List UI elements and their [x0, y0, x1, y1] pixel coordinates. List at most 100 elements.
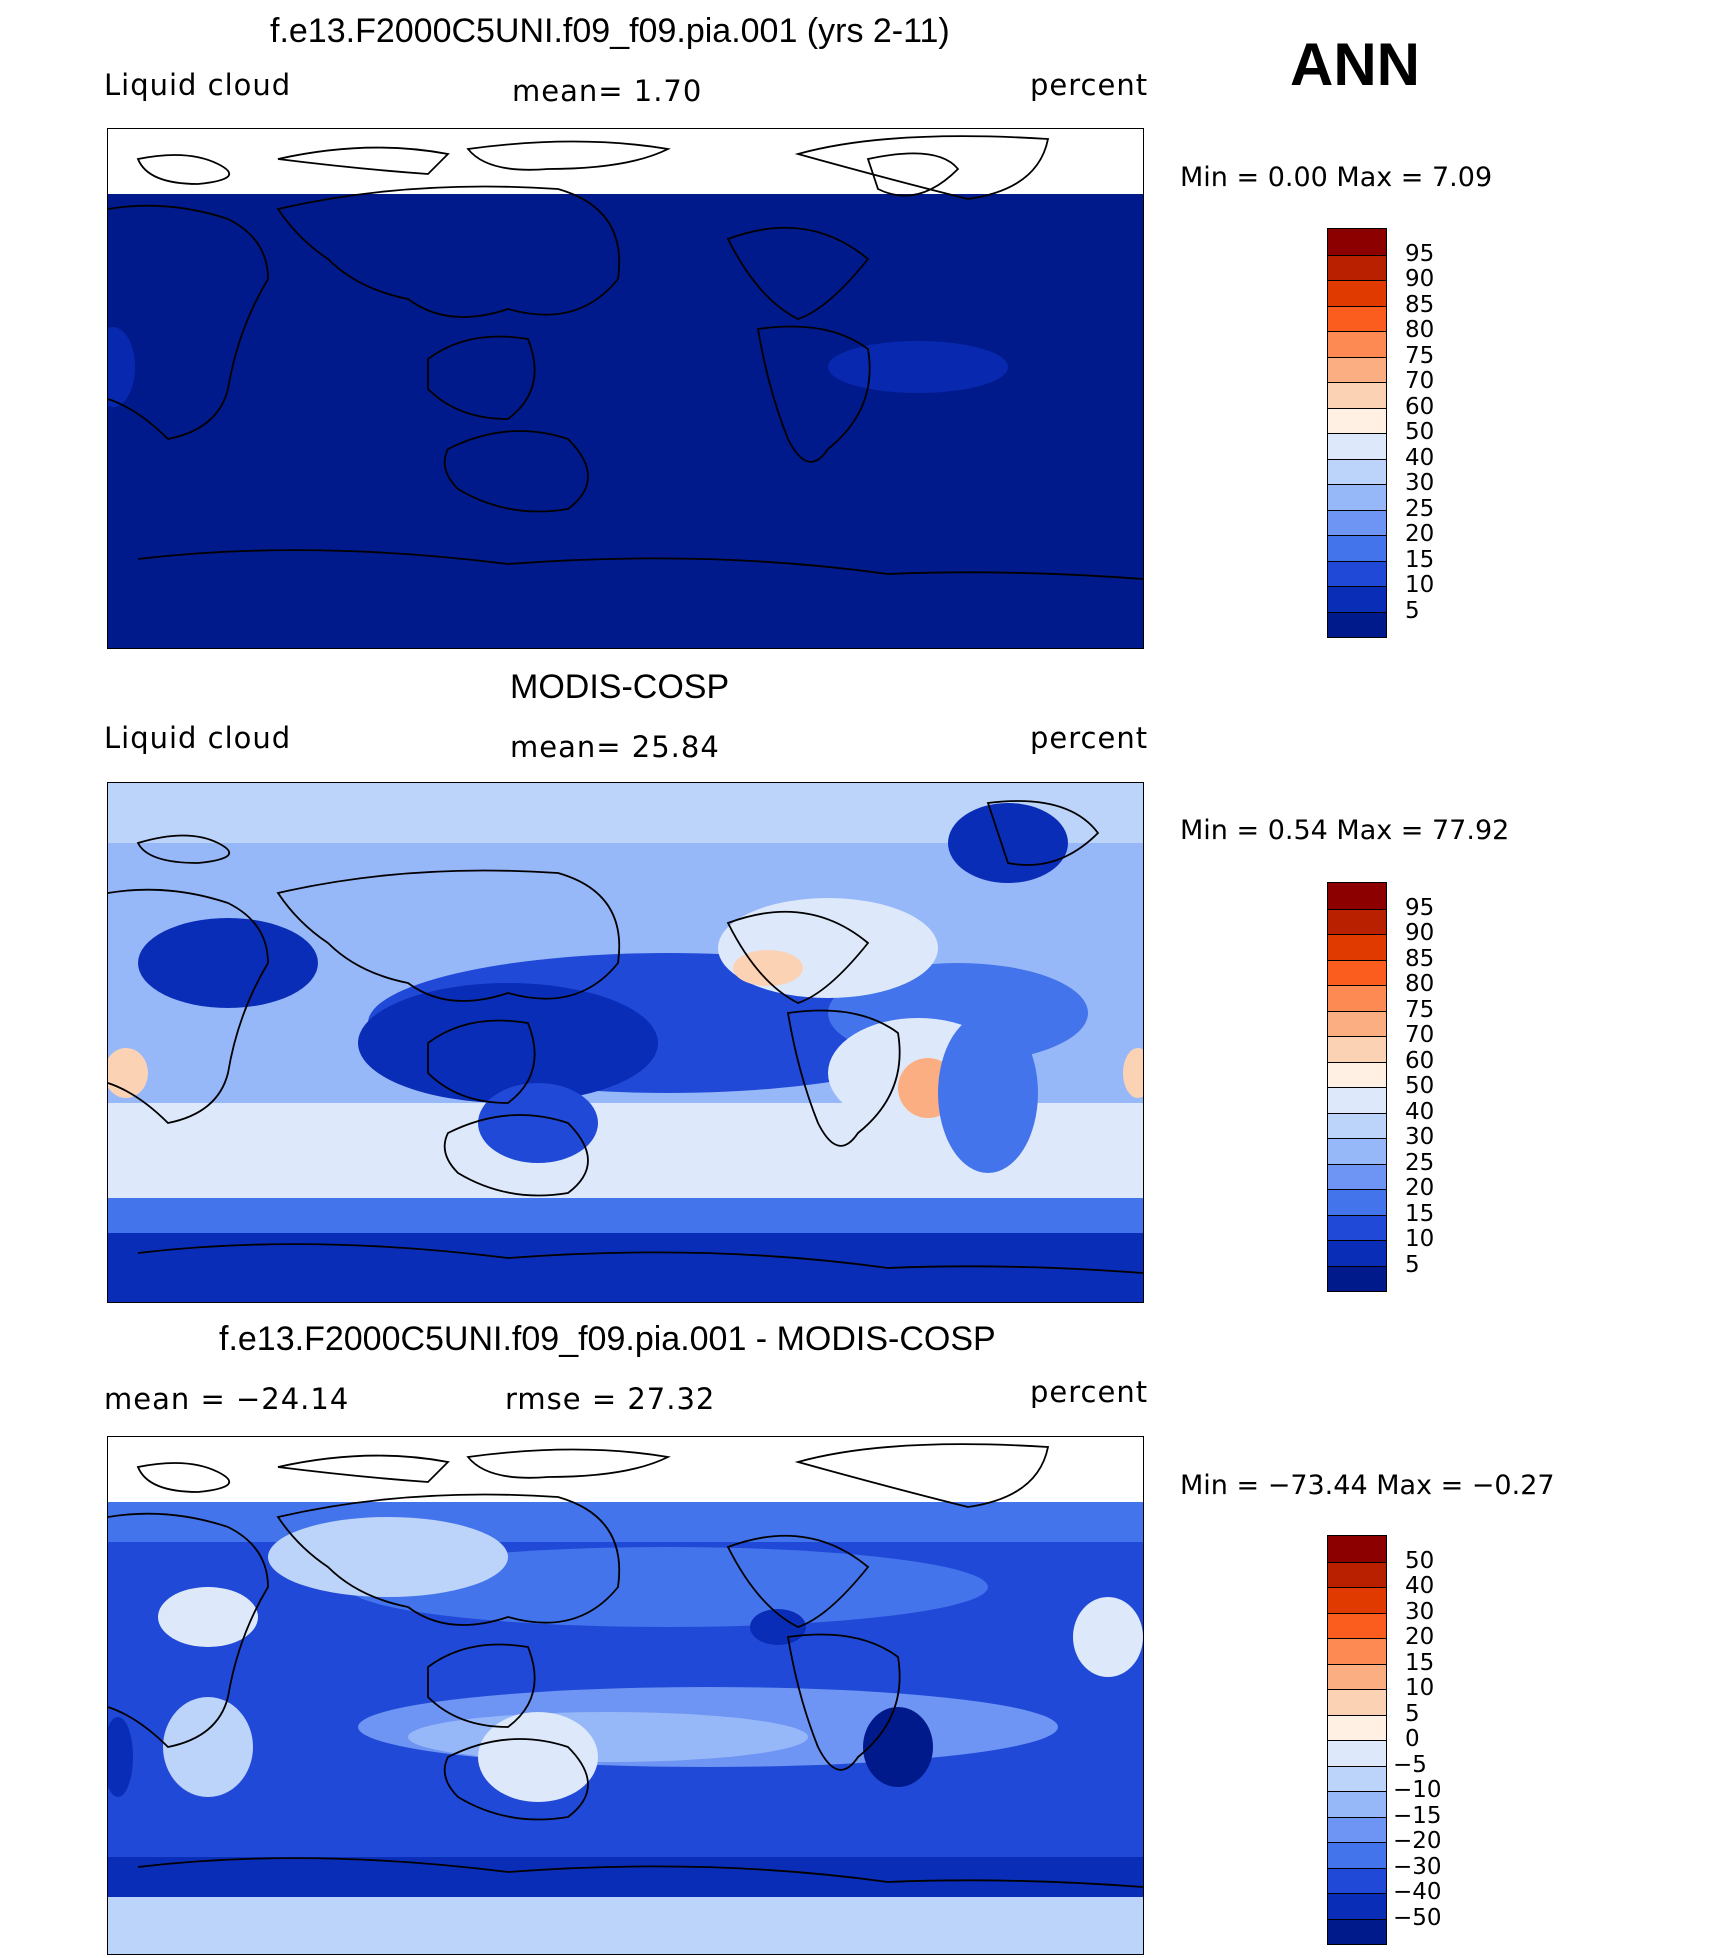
colorbar-swatch: [1328, 1918, 1386, 1944]
colorbar-tick-label: −10: [1393, 1777, 1442, 1803]
colorbar-swatch: [1328, 1638, 1386, 1664]
colorbar-swatch: [1328, 305, 1386, 331]
colorbar-swatch: [1328, 1240, 1386, 1266]
colorbar-tick-label: −5: [1393, 1751, 1427, 1778]
colorbar-tick-label: −20: [1393, 1828, 1442, 1854]
colorbar-swatch: [1328, 1061, 1386, 1087]
colorbar-swatch: [1328, 254, 1386, 280]
colorbar-tick-label: 60: [1405, 393, 1435, 420]
panel-1-title: f.e13.F2000C5UNI.f09_f09.pia.001 (yrs 2-…: [270, 12, 950, 50]
colorbar-tick-label: 10: [1405, 572, 1435, 598]
colorbar-tick-label: 85: [1405, 945, 1435, 972]
colorbar-swatch: [1328, 1689, 1386, 1715]
panel-2-title: MODIS-COSP: [510, 668, 730, 706]
colorbar-tick-label: 95: [1405, 240, 1435, 267]
colorbar-swatch: [1328, 1087, 1386, 1113]
colorbar-swatch: [1328, 1893, 1386, 1919]
panel-3-coastlines: [108, 1443, 1143, 1888]
colorbar-swatch: [1328, 1867, 1386, 1893]
colorbar-swatch: [1328, 484, 1386, 510]
colorbar-tick-label: 30: [1405, 1124, 1435, 1150]
colorbar-swatch: [1328, 1791, 1386, 1817]
season-label: ANN: [1290, 31, 1420, 98]
colorbar-swatch: [1328, 1561, 1386, 1587]
colorbar-tick-label: 50: [1405, 1547, 1435, 1574]
panel-1-map: [107, 128, 1144, 649]
panel-3-rmse-label: rmse = 27.32: [505, 1382, 716, 1416]
colorbar-swatch: [1328, 1189, 1386, 1215]
colorbar-tick-label: 15: [1405, 1200, 1435, 1227]
colorbar-swatch: [1328, 1714, 1386, 1740]
colorbar-tick-label: 90: [1405, 266, 1435, 292]
colorbar-swatch: [1328, 1587, 1386, 1613]
colorbar-swatch: [1328, 1536, 1386, 1562]
colorbar-swatch: [1328, 356, 1386, 382]
colorbar-tick-label: 40: [1405, 1098, 1435, 1125]
panel-2-coastlines: [108, 800, 1143, 1274]
colorbar-tick-label: −30: [1393, 1853, 1442, 1880]
panel-2-units-label: percent: [1030, 721, 1149, 755]
colorbar-tick-label: 75: [1405, 996, 1435, 1023]
colorbar-tick-label: 5: [1405, 597, 1420, 624]
colorbar-swatch: [1328, 1765, 1386, 1791]
colorbar-swatch: [1328, 908, 1386, 934]
colorbar-swatch: [1328, 1010, 1386, 1036]
colorbar-swatch: [1328, 560, 1386, 586]
colorbar-tick-label: 10: [1405, 1226, 1435, 1252]
colorbar-tick-label: 50: [1405, 1073, 1435, 1099]
colorbar-tick-label: 60: [1405, 1047, 1435, 1074]
colorbar-tick-label: 40: [1405, 444, 1435, 471]
colorbar-swatch: [1328, 611, 1386, 637]
colorbar-tick-label: 80: [1405, 971, 1435, 997]
panel-2-map: [107, 782, 1144, 1303]
colorbar-swatch: [1328, 586, 1386, 612]
panel-3-title: f.e13.F2000C5UNI.f09_f09.pia.001 - MODIS…: [219, 1320, 996, 1358]
colorbar-tick-label: −40: [1393, 1879, 1442, 1905]
panel-3-colorbar: [1327, 1535, 1387, 1945]
colorbar-tick-label: 30: [1405, 1598, 1435, 1625]
colorbar-swatch: [1328, 1138, 1386, 1164]
panel-2-minmax: Min = 0.54 Max = 77.92: [1180, 815, 1510, 846]
colorbar-swatch: [1328, 407, 1386, 433]
colorbar-tick-label: 5: [1405, 1700, 1420, 1727]
colorbar-tick-label: 30: [1405, 470, 1435, 496]
colorbar-swatch: [1328, 382, 1386, 408]
colorbar-swatch: [1328, 1612, 1386, 1638]
colorbar-tick-label: 70: [1405, 1022, 1435, 1048]
colorbar-swatch: [1328, 433, 1386, 459]
colorbar-tick-label: 50: [1405, 419, 1435, 445]
colorbar-tick-label: 15: [1405, 1649, 1435, 1676]
panel-1-colorbar: [1327, 228, 1387, 638]
colorbar-swatch: [1328, 1036, 1386, 1062]
colorbar-tick-label: −50: [1393, 1904, 1442, 1931]
colorbar-tick-label: 90: [1405, 920, 1435, 946]
colorbar-tick-label: 80: [1405, 317, 1435, 343]
colorbar-swatch: [1328, 509, 1386, 535]
panel-1-units-label: percent: [1030, 68, 1149, 102]
colorbar-swatch: [1328, 1740, 1386, 1766]
panel-3-map: [107, 1436, 1144, 1955]
colorbar-swatch: [1328, 1816, 1386, 1842]
colorbar-tick-label: 75: [1405, 342, 1435, 369]
colorbar-tick-label: 25: [1405, 1149, 1435, 1176]
colorbar-swatch: [1328, 1265, 1386, 1291]
panel-1-variable-label: Liquid cloud: [104, 68, 292, 102]
colorbar-tick-label: 40: [1405, 1573, 1435, 1599]
colorbar-swatch: [1328, 458, 1386, 484]
colorbar-swatch: [1328, 1163, 1386, 1189]
colorbar-tick-label: 5: [1405, 1251, 1420, 1278]
colorbar-tick-label: 95: [1405, 894, 1435, 921]
panel-2-mean-label: mean= 25.84: [510, 730, 720, 764]
panel-1-mean-label: mean= 1.70: [512, 74, 703, 108]
colorbar-tick-label: 20: [1405, 1624, 1435, 1650]
panel-1-minmax: Min = 0.00 Max = 7.09: [1180, 162, 1493, 193]
panel-1-coastlines: [108, 135, 1143, 580]
colorbar-swatch: [1328, 959, 1386, 985]
colorbar-swatch: [1328, 1842, 1386, 1868]
colorbar-swatch: [1328, 1112, 1386, 1138]
colorbar-swatch: [1328, 985, 1386, 1011]
colorbar-tick-label: 25: [1405, 495, 1435, 522]
colorbar-swatch: [1328, 535, 1386, 561]
colorbar-tick-label: 70: [1405, 368, 1435, 394]
colorbar-swatch: [1328, 934, 1386, 960]
